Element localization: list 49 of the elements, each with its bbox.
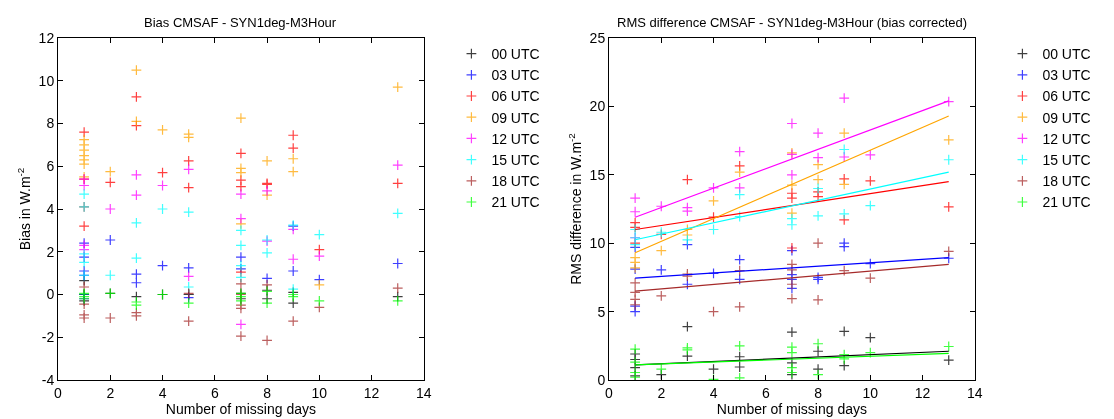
legend-label: 18 UTC [1042,173,1091,190]
legend-label: 21 UTC [1042,194,1091,211]
y-tick-label: 25 [589,29,606,46]
legend-label: 06 UTC [1042,88,1091,105]
legend-label: 09 UTC [491,109,540,126]
legend-label: 00 UTC [491,46,540,63]
x-tick-label: 2 [657,384,666,401]
legend-label: 15 UTC [1042,152,1091,169]
x-tick-label: 12 [914,384,931,401]
y-tick-label: 8 [46,115,55,132]
legend-label: 03 UTC [491,67,540,84]
x-tick-label: 10 [862,384,879,401]
legend-label: 12 UTC [1042,130,1091,147]
y-tick-label: 5 [597,303,606,320]
x-tick-label: 14 [967,384,983,401]
x-tick-label: 4 [158,384,167,401]
legend-label: 21 UTC [491,194,540,211]
legend-label: 03 UTC [1042,67,1091,84]
x-tick-label: 10 [311,384,328,401]
y-tick-label: 10 [38,72,55,89]
y-tick-label: 20 [589,98,606,115]
x-axis-title: Number of missing days [716,400,868,417]
x-tick-label: 6 [210,384,219,401]
x-tick-label: 8 [263,384,272,401]
y-tick-label: 4 [46,200,55,217]
legend-label: 09 UTC [1042,109,1091,126]
y-tick-label: 0 [597,371,606,388]
y-tick-label: -4 [41,371,55,388]
legend-label: 15 UTC [491,152,540,169]
x-tick-label: 2 [106,384,115,401]
y-tick-label: 10 [589,235,606,252]
x-tick-label: 14 [416,384,432,401]
y-tick-label: 12 [38,29,55,46]
x-tick-label: 4 [709,384,718,401]
y-tick-label: 15 [589,166,606,183]
x-axis-title: Number of missing days [165,400,317,417]
legend-label: 12 UTC [491,130,540,147]
x-tick-label: 8 [814,384,823,401]
x-tick-label: 12 [363,384,380,401]
y-tick-label: 2 [46,243,55,260]
x-tick-label: 6 [761,384,770,401]
legend-label: 18 UTC [491,173,540,190]
y-tick-label: -2 [41,329,55,346]
legend-label: 06 UTC [491,88,540,105]
y-tick-label: 6 [46,158,55,175]
chart-title: RMS difference CMSAF - SYN1deg-M3Hour (bias corrected) [617,15,968,30]
chart-title: Bias CMSAF - SYN1deg-M3Hour [144,15,337,30]
y-tick-label: 0 [46,286,55,303]
legend-label: 00 UTC [1042,46,1091,63]
